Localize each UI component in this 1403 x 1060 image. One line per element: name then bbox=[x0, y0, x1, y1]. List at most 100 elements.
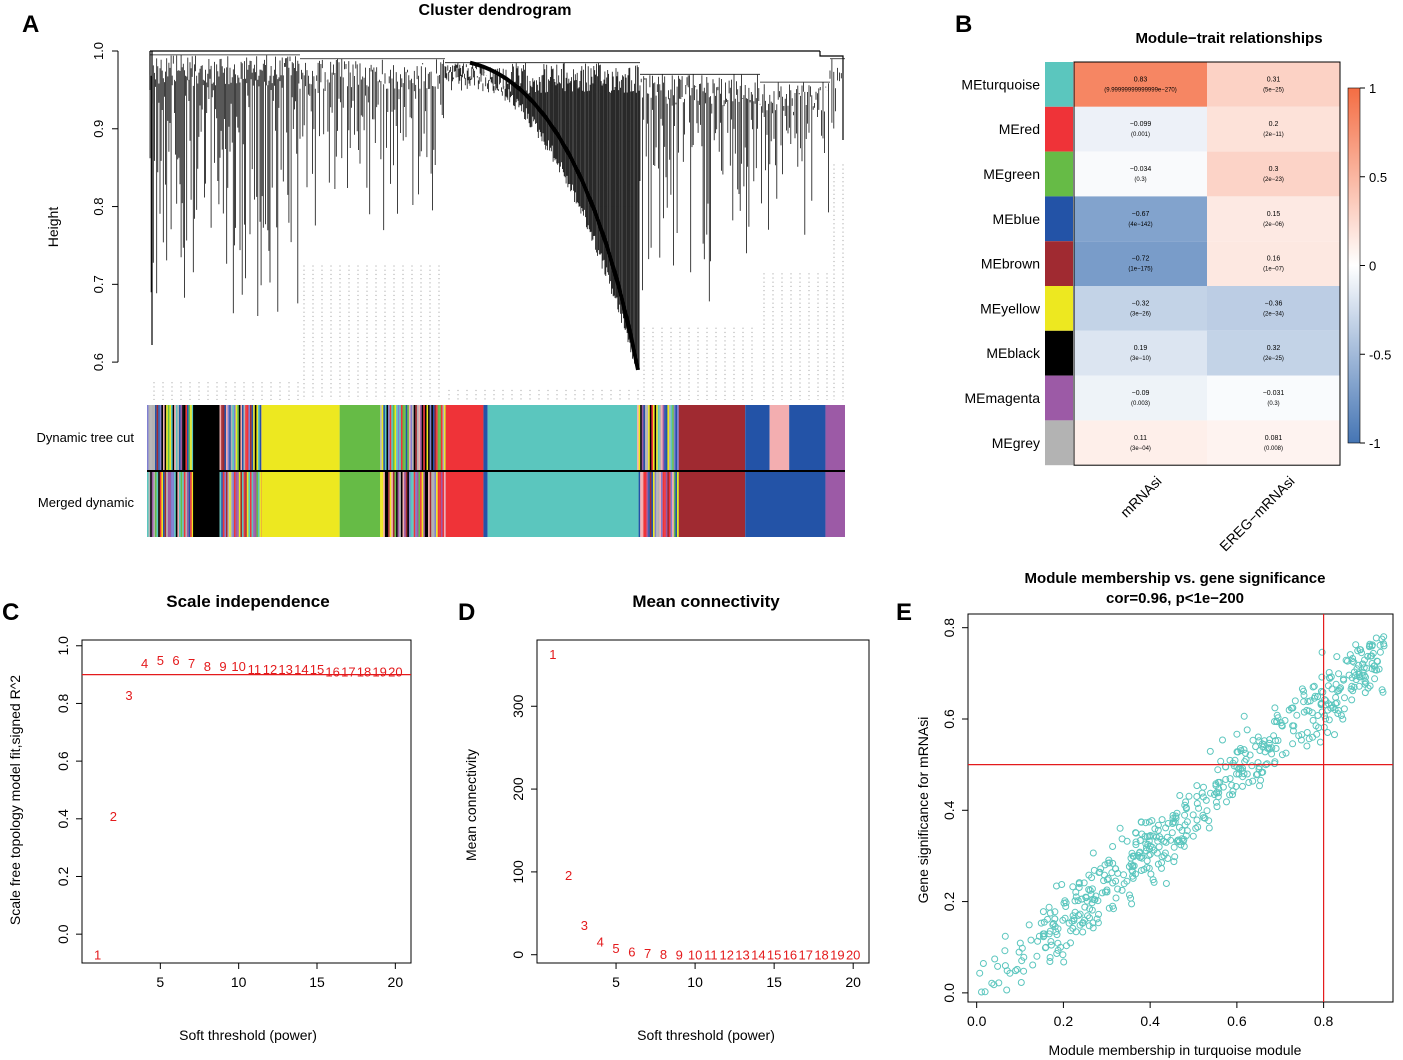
membership-point bbox=[995, 979, 1003, 987]
color-stripe bbox=[256, 405, 259, 471]
dendrogram-leaf-lines bbox=[303, 265, 440, 400]
membership-point bbox=[1229, 787, 1237, 795]
membership-point bbox=[1380, 640, 1388, 648]
connectivity-point-label: 2 bbox=[565, 868, 572, 883]
membership-point bbox=[1103, 886, 1111, 894]
color-stripe bbox=[654, 471, 657, 537]
scale-point-label: 20 bbox=[388, 665, 402, 680]
membership-x-tick-label: 0.6 bbox=[1227, 1013, 1247, 1029]
color-stripe bbox=[661, 405, 663, 471]
heatmap-cell bbox=[1074, 286, 1207, 331]
color-stripe bbox=[171, 471, 173, 537]
membership-point bbox=[978, 988, 985, 996]
heatmap-cell bbox=[1207, 286, 1340, 331]
color-block-red bbox=[445, 405, 484, 471]
membership-point bbox=[1346, 651, 1354, 659]
color-block-blue bbox=[483, 471, 488, 537]
color-stripe bbox=[391, 471, 393, 537]
heatmap-cell-value: 0.32 bbox=[1267, 345, 1281, 352]
scale-y-tick-label: 0.2 bbox=[55, 867, 71, 887]
color-stripe bbox=[408, 471, 411, 537]
membership-point bbox=[1132, 829, 1140, 837]
color-stripe bbox=[161, 405, 164, 471]
color-block-turquoise bbox=[487, 405, 637, 471]
heatmap-cell-pvalue: (0.001) bbox=[1131, 132, 1150, 138]
connectivity-point-label: 1 bbox=[549, 647, 556, 662]
color-stripe bbox=[653, 471, 655, 537]
membership-point bbox=[1059, 951, 1067, 959]
membership-point bbox=[1233, 748, 1241, 756]
color-stripe bbox=[404, 471, 406, 537]
membership-point bbox=[1003, 986, 1011, 994]
connectivity-x-tick-label: 10 bbox=[687, 974, 703, 990]
membership-point bbox=[1373, 666, 1381, 674]
membership-point bbox=[1270, 732, 1278, 740]
membership-point bbox=[1304, 698, 1312, 705]
connectivity-point-label: 9 bbox=[676, 948, 683, 963]
membership-point bbox=[1074, 897, 1082, 905]
membership-point bbox=[1342, 656, 1350, 664]
heatmap-cell-pvalue: (1e−07) bbox=[1263, 267, 1284, 273]
membership-point bbox=[1217, 757, 1225, 765]
color-stripe bbox=[227, 471, 230, 537]
membership-point bbox=[1353, 665, 1361, 673]
colorbar-tick-label: -1 bbox=[1369, 436, 1381, 451]
dendrogram-tree bbox=[149, 50, 845, 400]
membership-point bbox=[1374, 658, 1381, 665]
membership-point bbox=[1322, 715, 1330, 723]
membership-point bbox=[1223, 798, 1230, 806]
membership-point bbox=[1183, 827, 1191, 835]
membership-point bbox=[1046, 958, 1054, 965]
color-stripe bbox=[426, 471, 429, 537]
color-stripe bbox=[420, 405, 422, 471]
membership-point bbox=[1072, 893, 1080, 901]
color-stripe bbox=[418, 405, 421, 471]
membership-point bbox=[1278, 751, 1286, 759]
membership-point bbox=[1145, 832, 1153, 840]
membership-point bbox=[1127, 860, 1135, 868]
color-stripe bbox=[672, 405, 674, 471]
color-stripe bbox=[237, 471, 239, 537]
membership-point bbox=[1293, 711, 1301, 719]
color-stripe bbox=[182, 471, 184, 537]
membership-point bbox=[1213, 803, 1221, 811]
membership-point bbox=[1199, 811, 1207, 819]
membership-point bbox=[1193, 800, 1201, 807]
membership-point bbox=[1001, 947, 1009, 955]
membership-point bbox=[1334, 687, 1342, 695]
dendrogram-turquoise-branch bbox=[469, 60, 640, 371]
heatmap-cell bbox=[1074, 196, 1207, 242]
membership-point bbox=[1158, 864, 1165, 872]
heatmap-cell-pvalue: (0.3) bbox=[1267, 401, 1279, 407]
membership-point bbox=[1155, 843, 1163, 851]
membership-point bbox=[1093, 915, 1101, 923]
membership-x-tick-label: 0.0 bbox=[967, 1013, 987, 1029]
color-stripe bbox=[235, 471, 238, 537]
membership-point bbox=[1309, 716, 1317, 724]
membership-point bbox=[1309, 683, 1317, 691]
membership-point bbox=[1289, 704, 1297, 712]
color-stripe bbox=[151, 405, 154, 471]
membership-point bbox=[1348, 696, 1356, 704]
membership-point bbox=[1142, 847, 1150, 855]
color-stripe bbox=[640, 471, 642, 537]
dendrogram-y-tick-label: 0.7 bbox=[91, 275, 106, 293]
scale-x-tick-label: 15 bbox=[309, 974, 325, 990]
membership-point bbox=[1298, 731, 1306, 739]
dendrogram-leaf-lines bbox=[448, 389, 639, 400]
membership-point bbox=[1071, 908, 1079, 916]
scale-point-label: 4 bbox=[141, 656, 148, 671]
membership-point bbox=[1258, 769, 1266, 776]
membership-point bbox=[1335, 670, 1343, 678]
color-stripe bbox=[400, 405, 403, 471]
membership-point bbox=[1114, 885, 1122, 893]
membership-y-tick-label: 0.0 bbox=[941, 983, 957, 1003]
color-stripe bbox=[253, 471, 255, 537]
color-stripe bbox=[673, 471, 676, 537]
color-stripe bbox=[245, 471, 247, 537]
heatmap-cell bbox=[1074, 62, 1207, 107]
color-stripe bbox=[432, 471, 435, 537]
module-color-swatch bbox=[1045, 241, 1073, 286]
membership-point bbox=[1095, 910, 1102, 918]
membership-point bbox=[1092, 892, 1100, 900]
